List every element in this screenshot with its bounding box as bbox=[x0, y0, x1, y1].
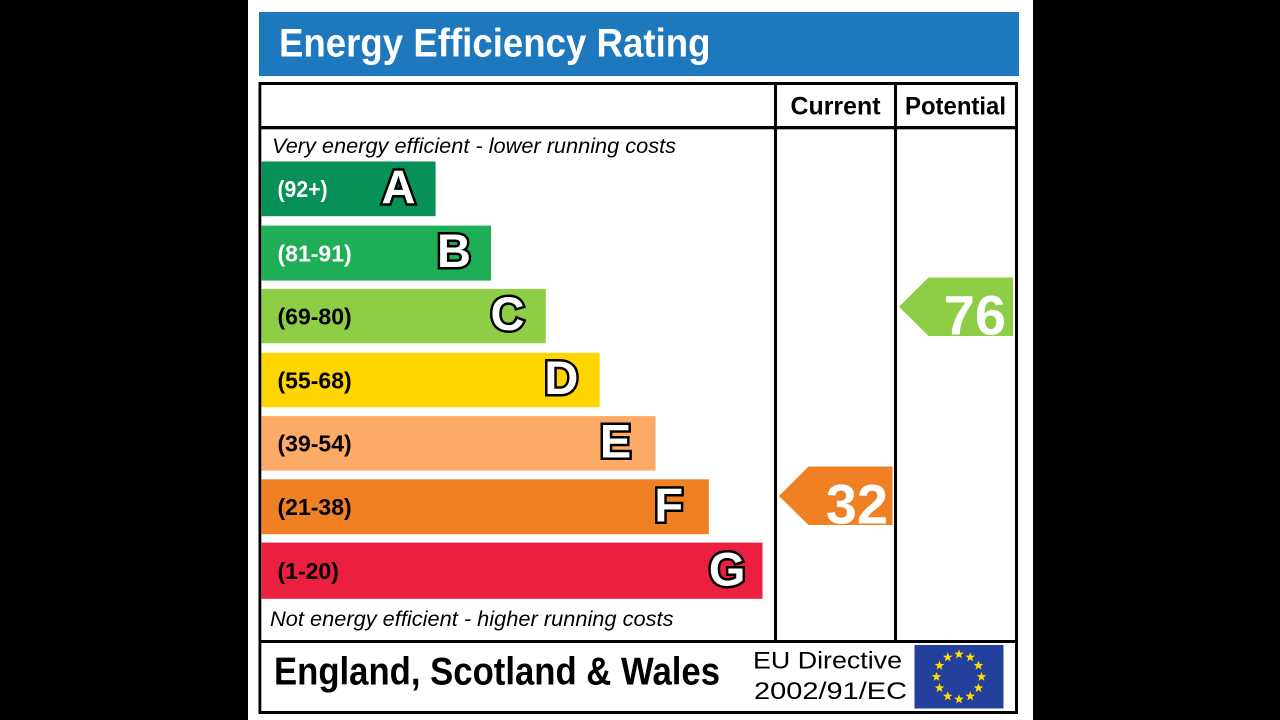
svg-text:Current: Current bbox=[791, 93, 882, 121]
svg-text:(69-80): (69-80) bbox=[278, 303, 352, 329]
svg-text:Very energy efficient - lower: Very energy efficient - lower running co… bbox=[272, 135, 677, 158]
svg-text:G: G bbox=[709, 543, 746, 596]
svg-text:Not energy efficient - higher: Not energy efficient - higher running co… bbox=[270, 608, 674, 631]
svg-text:(81-91): (81-91) bbox=[278, 240, 352, 266]
svg-text:32: 32 bbox=[826, 472, 888, 535]
svg-text:A: A bbox=[382, 161, 416, 214]
svg-text:76: 76 bbox=[944, 284, 1006, 347]
svg-text:(55-68): (55-68) bbox=[278, 367, 352, 393]
svg-text:(21-38): (21-38) bbox=[278, 494, 352, 520]
svg-text:D: D bbox=[544, 351, 578, 404]
svg-text:F: F bbox=[654, 479, 683, 532]
svg-text:EU Directive: EU Directive bbox=[753, 648, 902, 675]
svg-text:C: C bbox=[491, 287, 525, 340]
svg-text:Potential: Potential bbox=[905, 93, 1006, 121]
svg-text:Energy Efficiency Rating: Energy Efficiency Rating bbox=[279, 22, 711, 66]
svg-text:England, Scotland & Wales: England, Scotland & Wales bbox=[274, 651, 720, 694]
svg-text:(1-20): (1-20) bbox=[278, 558, 339, 584]
svg-text:B: B bbox=[437, 224, 471, 277]
svg-text:2002/91/EC: 2002/91/EC bbox=[754, 678, 907, 705]
svg-text:(92+): (92+) bbox=[278, 176, 328, 202]
svg-text:E: E bbox=[600, 415, 631, 468]
svg-text:(39-54): (39-54) bbox=[278, 431, 352, 457]
